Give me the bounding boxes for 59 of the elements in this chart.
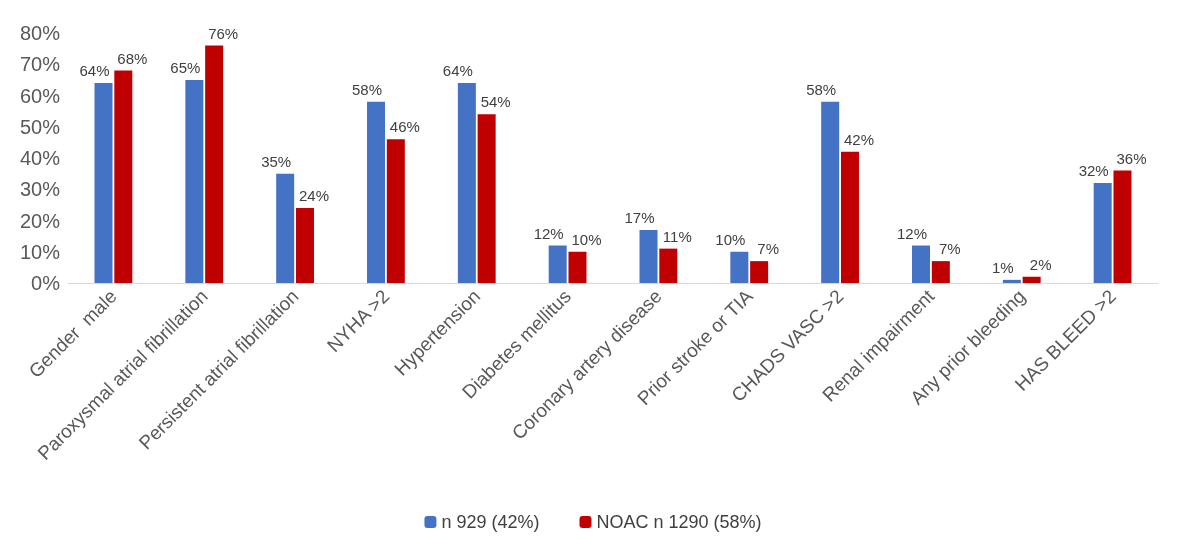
- data-label: 11%: [662, 227, 692, 245]
- data-label: 42%: [843, 130, 874, 148]
- bar: [457, 83, 476, 283]
- bar: [931, 261, 950, 283]
- bar: [205, 45, 224, 283]
- data-label: 7%: [757, 240, 779, 258]
- y-tick-label: 80%: [19, 22, 61, 44]
- bar: [568, 251, 587, 283]
- bar: [639, 229, 658, 283]
- bar: [750, 261, 769, 283]
- bar: [840, 151, 859, 283]
- bar: [114, 70, 133, 283]
- data-label: 2%: [1029, 255, 1052, 273]
- y-tick-label: 30%: [19, 178, 61, 201]
- bar: [295, 208, 314, 283]
- data-label: 35%: [261, 152, 292, 170]
- bar: [367, 101, 386, 283]
- data-label: 54%: [480, 93, 511, 111]
- data-label: 32%: [1078, 162, 1109, 179]
- legend-label: n 929 (42%): [441, 512, 540, 532]
- y-tick-label: 20%: [19, 209, 61, 232]
- bar: [94, 83, 113, 283]
- y-tick-label: 0%: [31, 272, 61, 294]
- y-tick-label: 50%: [19, 115, 61, 138]
- bar: [659, 248, 678, 283]
- bar: [1093, 183, 1112, 283]
- data-label: 58%: [352, 80, 383, 98]
- bar: [185, 79, 204, 283]
- bar: [386, 139, 405, 283]
- legend-label: NOAC n 1290 (58%): [596, 512, 762, 532]
- data-label: 10%: [571, 230, 602, 248]
- data-label: 24%: [298, 187, 329, 204]
- data-label: 46%: [389, 118, 420, 136]
- bar: [548, 245, 567, 283]
- data-label: 58%: [806, 80, 837, 98]
- data-label: 64%: [79, 62, 110, 79]
- data-label: 65%: [170, 58, 201, 76]
- data-label: 12%: [897, 224, 928, 242]
- bar: [1022, 276, 1041, 283]
- y-tick-label: 70%: [19, 53, 61, 76]
- bar: [276, 173, 295, 283]
- y-tick-label: 40%: [19, 147, 61, 169]
- data-label: 17%: [624, 208, 655, 226]
- y-tick-label: 60%: [19, 84, 61, 107]
- bar: [477, 114, 496, 283]
- bar: [912, 245, 931, 283]
- bar: [821, 101, 840, 283]
- data-label: 36%: [1116, 149, 1147, 167]
- y-tick-label: 10%: [19, 240, 61, 263]
- bar: [1113, 170, 1132, 283]
- data-label: 76%: [208, 24, 239, 42]
- data-label: 64%: [442, 62, 473, 79]
- data-label: 1%: [992, 258, 1014, 276]
- data-label: 68%: [117, 49, 148, 67]
- bar: [730, 251, 749, 283]
- data-label: 10%: [715, 230, 746, 248]
- data-label: 12%: [533, 224, 564, 242]
- data-label: 7%: [938, 240, 961, 258]
- bar: [1002, 279, 1021, 283]
